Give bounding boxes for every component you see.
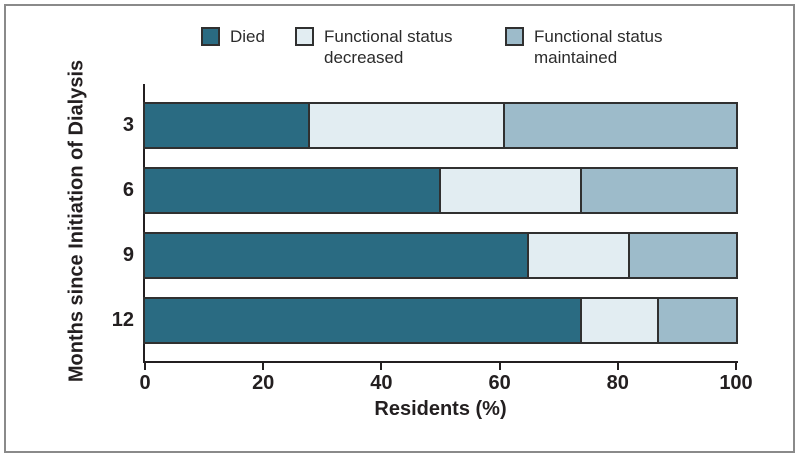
x-tick-100 xyxy=(735,363,737,370)
bar-3-months xyxy=(143,102,738,149)
bar-9-months xyxy=(143,232,738,279)
y-axis-title: Months since Initiation of Dialysis xyxy=(65,59,88,383)
bar-9-segment-functional-status-decreased xyxy=(529,234,630,277)
bar-6-months xyxy=(143,167,738,214)
y-tick-label-12: 12 xyxy=(111,309,134,331)
x-tick-label-20: 20 xyxy=(252,372,275,394)
legend-swatch-died xyxy=(201,27,220,46)
x-axis-line xyxy=(143,361,738,363)
bar-3-segment-died xyxy=(145,104,311,147)
x-tick-label-100: 100 xyxy=(719,372,753,394)
y-tick-label-3: 3 xyxy=(122,114,134,136)
legend-label-functional-status-decreased: Functional status decreased xyxy=(324,27,453,67)
legend: Died Functional status decreased Functiona… xyxy=(6,6,793,76)
x-tick-0 xyxy=(144,363,146,370)
legend-label-functional-status-maintained: Functional status maintained xyxy=(534,27,663,67)
bar-6-segment-functional-status-maintained xyxy=(582,169,736,212)
x-tick-20 xyxy=(262,363,265,370)
x-axis-title: Residents (%) xyxy=(374,398,507,420)
y-tick-label-6: 6 xyxy=(122,179,134,201)
bar-3-segment-functional-status-decreased xyxy=(310,104,506,147)
x-tick-40 xyxy=(380,363,383,370)
x-tick-80 xyxy=(616,363,619,370)
x-tick-label-0: 0 xyxy=(139,372,151,394)
legend-swatch-functional-status-maintained xyxy=(505,27,524,46)
x-tick-label-60: 60 xyxy=(488,372,511,394)
legend-item-functional-status-maintained: Functional status maintained xyxy=(505,26,684,68)
y-axis-line xyxy=(143,84,145,363)
bar-12-segment-functional-status-decreased xyxy=(582,299,660,342)
x-tick-label-80: 80 xyxy=(606,372,629,394)
legend-item-died: Died xyxy=(201,26,265,47)
legend-swatch-functional-status-decreased xyxy=(295,27,314,46)
legend-label-died: Died xyxy=(230,27,265,46)
bar-12-segment-functional-status-maintained xyxy=(659,299,736,342)
bar-6-segment-died xyxy=(145,169,441,212)
plot-area: 0 20 40 60 80 100 3 6 9 12 xyxy=(6,6,793,451)
y-tick-label-9: 9 xyxy=(122,244,134,266)
x-tick-60 xyxy=(498,363,501,370)
bar-3-segment-functional-status-maintained xyxy=(505,104,736,147)
legend-item-functional-status-decreased: Functional status decreased xyxy=(295,26,474,68)
x-tick-label-40: 40 xyxy=(370,372,393,394)
bar-12-months xyxy=(143,297,738,344)
bar-9-segment-died xyxy=(145,234,530,277)
bar-9-segment-functional-status-maintained xyxy=(629,234,736,277)
figure-frame: Died Functional status decreased Functiona… xyxy=(4,4,795,453)
bar-6-segment-functional-status-decreased xyxy=(440,169,583,212)
bar-12-segment-died xyxy=(145,299,583,342)
